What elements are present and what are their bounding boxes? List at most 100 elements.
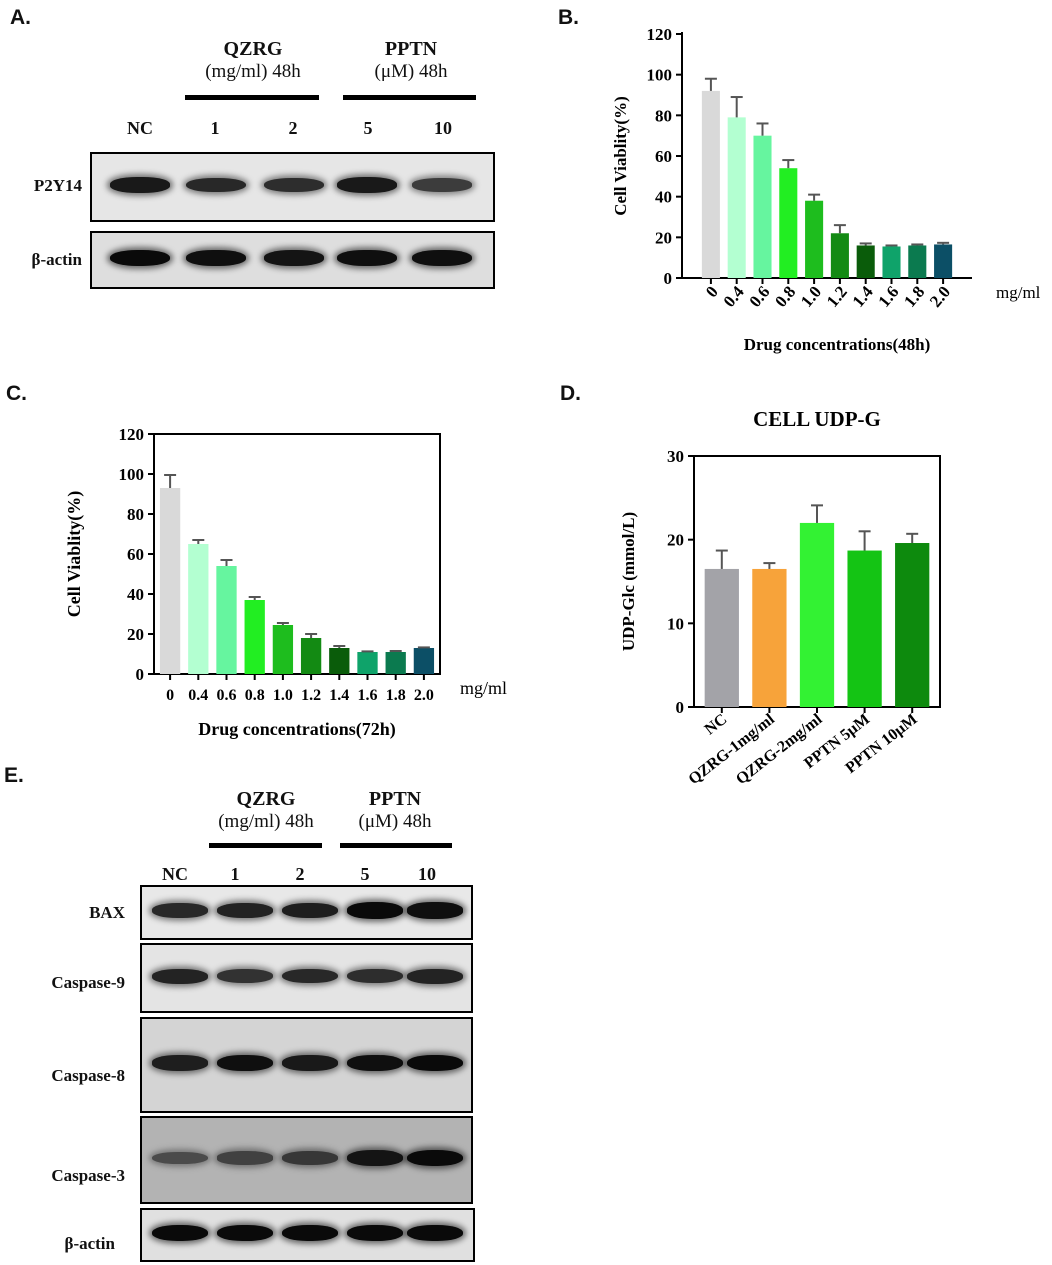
band-actin-lane-3 [337,249,397,267]
bar-1.8 [908,245,927,278]
blot-e-qzrg-title: QZRG [236,788,296,810]
band-actin-lane-1 [186,249,246,267]
bar-1.0 [272,625,294,674]
x-tick-label: 1.0 [797,282,825,310]
bar-1.2 [300,638,322,674]
bar-0.4 [727,117,746,278]
x-tick-label: 1.4 [849,282,878,311]
blot-a-lane-nc: NC [127,118,153,138]
y-tick-label: 80 [127,505,144,524]
blot-e-lane-5: 5 [360,864,370,884]
blot-a-lane-10: 10 [434,118,452,138]
y-tick-label: 20 [127,625,144,644]
band-caspase8-lane-4 [407,1054,463,1072]
bar-1.0 [805,200,824,278]
bar-PPTN 10μM [895,543,930,707]
blot-a-qzrg-sub: (mg/ml) 48h [205,61,301,82]
x-tick-label: 2.0 [414,687,434,704]
band-actin-lane-4 [412,249,472,267]
y-tick-label: 100 [647,66,673,85]
y-axis-title: UDP-Glc (mmol/L) [619,512,638,651]
x-tick-label: 1.6 [358,687,378,704]
blot-a-qzrg-title: QZRG [223,38,283,60]
blot-a-lane-1: 1 [210,118,220,138]
x-tick-label: 1.0 [273,687,293,704]
blot-e-membrane-caspase8 [140,1017,473,1113]
blot-e-pptn-header: PPTN (μM) 48h [330,788,460,833]
y-axis-title: Cell Viablity(%) [64,491,85,618]
band-caspase9-lane-4 [407,968,463,984]
y-tick-label: 30 [667,447,684,466]
band-actin-lane-2 [264,250,324,266]
bar-QZRG-2mg/ml [799,522,835,707]
blot-e-lane-1: 1 [230,864,240,884]
panel-label-e: E. [4,764,24,787]
blot-a-pptn-sub: (μM) 48h [374,61,448,82]
band-bax-lane-2 [282,902,338,919]
blot-e-pptn-bar [340,843,452,848]
band-bax-lane-3 [347,902,403,919]
y-tick-label: 0 [136,665,145,684]
chart-title: CELL UDP-G [753,407,881,431]
band-caspase3-lane-3 [347,1150,403,1166]
blot-a-membrane-actin [90,231,495,289]
y-tick-label: 40 [127,585,144,604]
blot-e-lane-nc: NC [162,864,188,884]
band-caspase3-lane-1 [217,1151,273,1165]
bar-2.0 [413,648,435,674]
blot-e-label-caspase3: Caspase-3 [51,1166,125,1185]
band-caspase8-lane-0 [152,1055,208,1071]
blot-a-qzrg-bar [185,95,319,100]
blot-a-membrane-p2y14 [90,152,495,222]
bar-0 [159,488,181,674]
y-tick-label: 40 [655,188,672,207]
blot-a-qzrg-header: QZRG (mg/ml) 48h [178,38,328,83]
unit-label: mg/ml [460,678,507,698]
x-tick-label: NC [702,711,731,739]
x-tick-label: 1.4 [329,687,349,704]
band-caspase3-lane-2 [282,1151,338,1165]
blot-e-label-caspase9: Caspase-9 [51,973,125,992]
x-tick-label: 0.8 [245,687,265,704]
blot-e-pptn-sub: (μM) 48h [358,811,432,832]
bar-NC [704,568,739,707]
x-tick-label: 0.6 [745,282,773,310]
band-caspase8-lane-3 [347,1054,403,1072]
blot-e-qzrg-sub: (mg/ml) 48h [218,811,314,832]
band-actin-lane-0 [110,249,170,267]
blot-e-membrane-bax [140,885,473,940]
chart-b: 02040608010012000.40.60.81.01.21.41.61.8… [611,25,1041,354]
bar-1.6 [882,246,901,278]
blot-e-label-actin: β-actin [64,1234,115,1253]
x-tick-label: 1.2 [301,687,321,704]
x-tick-label: 0.8 [771,282,799,310]
band-p2y14-lane-4 [412,178,472,192]
band-caspase8-lane-1 [217,1054,273,1072]
x-tick-label: 0.4 [720,282,749,311]
x-axis-title: Drug concentrations(48h) [744,335,931,354]
x-tick-label: 2.0 [926,282,954,310]
panel-label-b: B. [558,6,579,29]
band-caspase9-lane-1 [217,968,273,984]
unit-label: mg/ml [996,283,1041,302]
panel-label-d: D. [560,382,581,405]
blot-e-qzrg-header: QZRG (mg/ml) 48h [196,788,336,833]
blot-e-pptn-title: PPTN [368,788,422,810]
blot-e-label-caspase8: Caspase-8 [51,1066,125,1085]
blot-a-pptn-bar [343,95,476,100]
x-tick-label: 1.8 [900,282,928,310]
band-p2y14-lane-1 [186,177,246,193]
band-caspase9-lane-0 [152,968,208,984]
band-caspase8-lane-2 [282,1055,338,1071]
band-bax-lane-1 [217,903,273,918]
bar-1.8 [385,652,406,674]
y-axis-title: Cell Viablity(%) [611,96,630,215]
band-actin-lane-2 [282,1224,338,1242]
x-tick-label: 1.6 [874,282,902,310]
bar-1.2 [830,233,849,278]
bar-0.6 [216,566,237,674]
band-actin-lane-4 [407,1224,463,1242]
band-p2y14-lane-2 [264,177,324,193]
x-tick-label: 1.2 [823,282,851,310]
